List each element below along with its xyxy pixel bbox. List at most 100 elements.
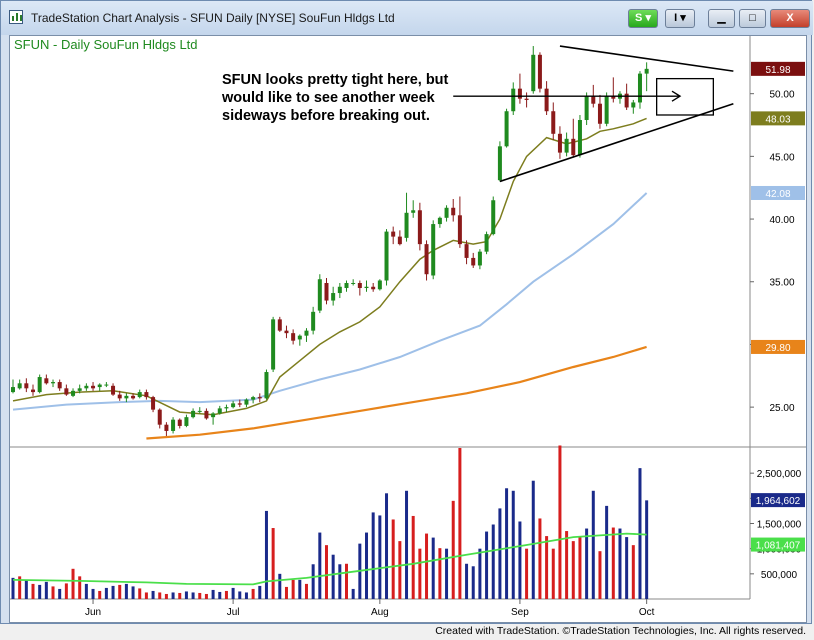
volume-bar xyxy=(151,590,155,599)
candle-body xyxy=(224,407,229,409)
volume-bar xyxy=(44,581,48,599)
volume-bar xyxy=(124,583,128,599)
volume-marker-label: 1,964,602 xyxy=(756,496,801,507)
volume-bar xyxy=(38,584,42,599)
candle-body xyxy=(271,319,276,370)
candle-body xyxy=(171,419,176,431)
candle-body xyxy=(131,395,136,399)
volume-bar xyxy=(458,448,462,599)
price-tick-label: 25.00 xyxy=(769,403,794,414)
price-tick-label: 40.00 xyxy=(769,215,794,226)
volume-tick-label: 1,500,000 xyxy=(757,520,802,531)
volume-bar xyxy=(204,593,208,599)
volume-tick-label: 500,000 xyxy=(761,570,798,581)
volume-bar xyxy=(585,528,589,599)
volume-bar xyxy=(218,591,222,599)
volume-bar xyxy=(525,548,529,599)
copyright-footer: Created with TradeStation. ©TradeStation… xyxy=(0,625,814,640)
candle-body xyxy=(177,419,182,426)
candle-body xyxy=(644,68,649,74)
volume-bar xyxy=(331,554,335,599)
title-bar[interactable]: TradeStation Chart Analysis - SFUN Daily… xyxy=(1,1,813,35)
price-marker-label: 48.03 xyxy=(765,114,790,125)
candle-body xyxy=(17,383,22,389)
candle-body xyxy=(64,388,69,395)
volume-bar xyxy=(251,588,255,599)
volume-bar xyxy=(445,548,449,599)
volume-bar xyxy=(351,588,355,599)
volume-bar xyxy=(144,592,148,599)
strategy-s-button[interactable]: S ▾ xyxy=(628,9,658,28)
volume-bar xyxy=(505,488,509,599)
candle-body xyxy=(124,395,129,399)
volume-bar xyxy=(385,493,389,599)
volume-marker-box xyxy=(751,493,805,508)
close-icon: X xyxy=(786,12,794,24)
candle-body xyxy=(231,403,236,408)
volume-bar xyxy=(578,536,582,599)
price-marker-label: 51.98 xyxy=(765,65,790,76)
volume-bar xyxy=(425,533,429,599)
candle-body xyxy=(604,96,609,124)
volume-bar xyxy=(324,545,328,599)
annotation-arrow-head xyxy=(671,90,682,102)
volume-bar xyxy=(571,541,575,599)
trendline xyxy=(559,45,734,72)
volume-bar xyxy=(111,585,115,599)
copyright-text: Created with TradeStation. ©TradeStation… xyxy=(435,625,806,637)
volume-bar xyxy=(264,510,268,599)
candle-body xyxy=(184,417,189,426)
annotation-text-line: would like to see another week xyxy=(221,90,436,106)
volume-ma-line xyxy=(12,532,647,586)
ma-mid-line xyxy=(12,192,648,411)
candle-body xyxy=(117,394,122,399)
candle-body xyxy=(97,384,102,388)
candle-body xyxy=(104,384,109,386)
close-button[interactable]: X xyxy=(770,9,810,28)
candle-body xyxy=(571,138,576,156)
ma-slow-line xyxy=(146,345,647,440)
time-tick-label: Sep xyxy=(511,607,529,618)
volume-bar xyxy=(18,576,22,599)
candle-body xyxy=(257,397,262,399)
volume-bar xyxy=(591,490,595,599)
candle-body xyxy=(484,234,489,252)
candle-body xyxy=(291,333,296,341)
price-marker-box xyxy=(751,185,805,200)
volume-bar xyxy=(538,518,542,599)
volume-bar xyxy=(405,490,409,599)
candle-body xyxy=(511,88,516,112)
price-volume-chart[interactable]: 50.0045.0040.0035.0030.0025.002,500,0002… xyxy=(10,36,806,622)
volume-bar xyxy=(164,593,168,599)
volume-bar xyxy=(545,536,549,599)
trendline xyxy=(499,102,734,183)
candle-body xyxy=(251,397,256,400)
candle-body xyxy=(564,138,569,153)
volume-bar xyxy=(411,515,415,599)
price-marker-box xyxy=(751,61,805,76)
chart-area[interactable]: 50.0045.0040.0035.0030.0025.002,500,0002… xyxy=(9,35,807,623)
candle-body xyxy=(51,382,56,384)
volume-bar xyxy=(84,583,88,599)
time-tick-label: Aug xyxy=(371,607,389,618)
candle-body xyxy=(191,410,196,418)
volume-bar xyxy=(438,548,442,599)
chart-title: SFUN - Daily SouFun Hldgs Ltd xyxy=(14,37,198,52)
candle-body xyxy=(237,403,242,405)
candle-body xyxy=(537,54,542,89)
candle-body xyxy=(211,413,216,418)
chart-window: TradeStation Chart Analysis - SFUN Daily… xyxy=(0,0,813,624)
candle-body xyxy=(411,210,416,213)
indicator-i-label: I xyxy=(674,12,678,24)
maximize-button[interactable]: □ xyxy=(739,9,766,28)
minimize-button[interactable]: ▁ xyxy=(708,9,735,28)
volume-bar xyxy=(224,590,228,599)
candle-body xyxy=(24,383,29,389)
candle-body xyxy=(197,410,202,412)
candle-body xyxy=(157,409,162,425)
indicator-i-button[interactable]: I ▾ xyxy=(665,9,695,28)
volume-bar xyxy=(171,592,175,599)
strategy-s-label: S xyxy=(635,12,643,24)
volume-bar xyxy=(511,490,515,599)
price-marker-box xyxy=(751,339,805,354)
